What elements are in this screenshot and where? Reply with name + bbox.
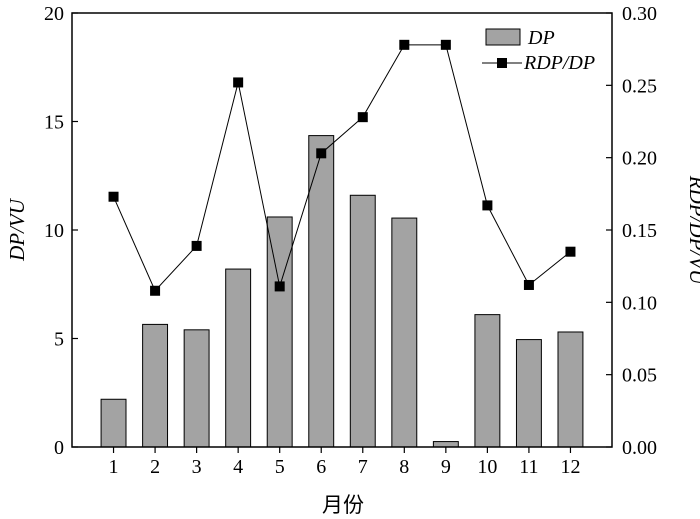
legend-bar-swatch [485, 28, 521, 46]
y-axis-right-title: RDP/DP/VU [685, 175, 700, 286]
x-tick-label: 11 [519, 456, 538, 478]
rdp-dp-point [565, 246, 576, 257]
y-right-tick-label: 0.30 [622, 3, 657, 25]
rdp-dp-point [316, 148, 327, 159]
dp-bar [349, 194, 376, 448]
y-right-tick-label: 0.20 [622, 148, 657, 170]
x-tick-label: 2 [150, 456, 160, 478]
y-right-tick-label: 0.25 [622, 75, 657, 97]
legend-bar-label: DP [527, 27, 555, 49]
dp-bar [266, 216, 293, 448]
x-tick-label: 9 [441, 456, 451, 478]
x-tick-label: 7 [358, 456, 368, 478]
y-right-tick-label: 0.15 [622, 220, 657, 242]
y-left-tick-label: 20 [44, 3, 64, 25]
dp-bar [432, 441, 459, 448]
rdp-dp-point [440, 39, 451, 50]
x-tick-label: 6 [316, 456, 326, 478]
rdp-dp-point [274, 281, 285, 292]
legend-line-marker [497, 58, 507, 68]
y-left-tick-label: 15 [44, 112, 64, 134]
y-right-tick-label: 0.10 [622, 292, 657, 314]
x-tick-label: 4 [233, 456, 243, 478]
dp-bar [474, 314, 501, 448]
x-tick-label: 1 [109, 456, 119, 478]
y-right-tick-label: 0.00 [622, 437, 657, 459]
rdp-dp-point [233, 77, 244, 88]
dp-bar [142, 323, 169, 448]
rdp-dp-point [482, 200, 493, 211]
dp-bar [391, 217, 418, 448]
y-left-tick-label: 10 [44, 220, 64, 242]
dp-bar [183, 329, 210, 448]
legend-line-label: RDP/DP [523, 52, 595, 74]
dp-bar [225, 268, 252, 448]
x-tick-label: 10 [477, 456, 497, 478]
rdp-dp-point [191, 240, 202, 251]
dp-bar [515, 339, 542, 448]
y-right-tick-label: 0.05 [622, 365, 657, 387]
y-left-tick-label: 5 [54, 329, 64, 351]
rdp-dp-point [399, 39, 410, 50]
rdp-dp-point [108, 191, 119, 202]
x-axis-title: 月份 [322, 493, 364, 517]
y-axis-left-title: DP/VU [5, 197, 29, 262]
x-tick-label: 12 [560, 456, 580, 478]
x-tick-label: 8 [399, 456, 409, 478]
dp-bar [308, 135, 335, 448]
rdp-dp-point [150, 285, 161, 296]
dp-bar [557, 331, 584, 448]
rdp-dp-point [523, 279, 534, 290]
line-series-group [108, 39, 576, 296]
dp-bar [100, 398, 127, 448]
y-left-tick-label: 0 [54, 437, 64, 459]
legend: DP RDP/DP [482, 27, 595, 74]
x-tick-label: 3 [192, 456, 202, 478]
rdp-dp-point [357, 112, 368, 123]
rdp-dp-line [113, 44, 571, 292]
x-tick-label: 5 [275, 456, 285, 478]
bars-group [100, 135, 584, 448]
